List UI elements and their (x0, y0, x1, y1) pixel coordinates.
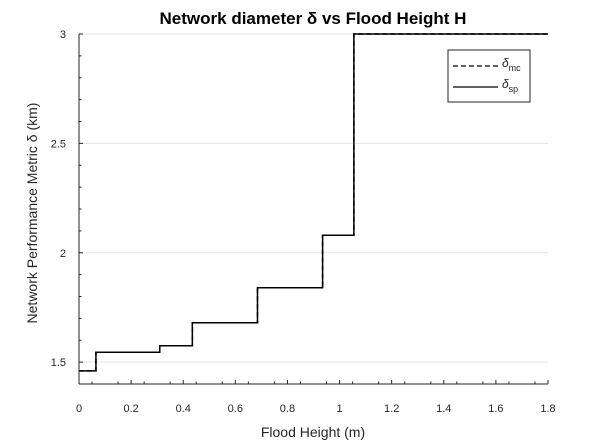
x-tick-label: 1.2 (384, 403, 399, 415)
legend-symbol: δ (502, 77, 509, 91)
legend-subscript: sp (509, 84, 519, 94)
y-tick-label: 3 (60, 29, 66, 41)
legend-subscript: mc (509, 63, 521, 73)
y-axis-label: Network Performance Metric δ (km) (24, 103, 40, 324)
x-axis-label: Flood Height (m) (261, 424, 365, 440)
legend-label-sp: δsp (502, 77, 518, 94)
x-tick-label: 1.8 (540, 403, 555, 415)
y-tick-label: 2.5 (51, 138, 66, 150)
legend-label-mc: δmc (502, 56, 521, 73)
y-tick-label: 2 (60, 248, 66, 260)
ticks: 0 0.2 0.4 0.6 0.8 1 1.2 1.4 1.6 1.8 1.5 2 2.5 3 (51, 29, 556, 415)
x-tick-label: 0 (76, 403, 82, 415)
series-line-sp (79, 33, 548, 372)
x-tick-label: 1.6 (488, 403, 503, 415)
chart-title: Network diameter δ vs Flood Height H (160, 9, 467, 28)
y-tick-label: 1.5 (51, 357, 66, 369)
x-tick-label: 0.4 (176, 403, 191, 415)
x-tick-label: 1 (336, 403, 342, 415)
legend-symbol: δ (502, 56, 509, 70)
legend-box (447, 49, 531, 103)
x-tick-label: 0.2 (123, 403, 138, 415)
x-tick-label: 0.8 (280, 403, 295, 415)
series-layer (79, 33, 548, 372)
x-tick-label: 0.6 (228, 403, 243, 415)
x-tick-label: 1.4 (436, 403, 451, 415)
